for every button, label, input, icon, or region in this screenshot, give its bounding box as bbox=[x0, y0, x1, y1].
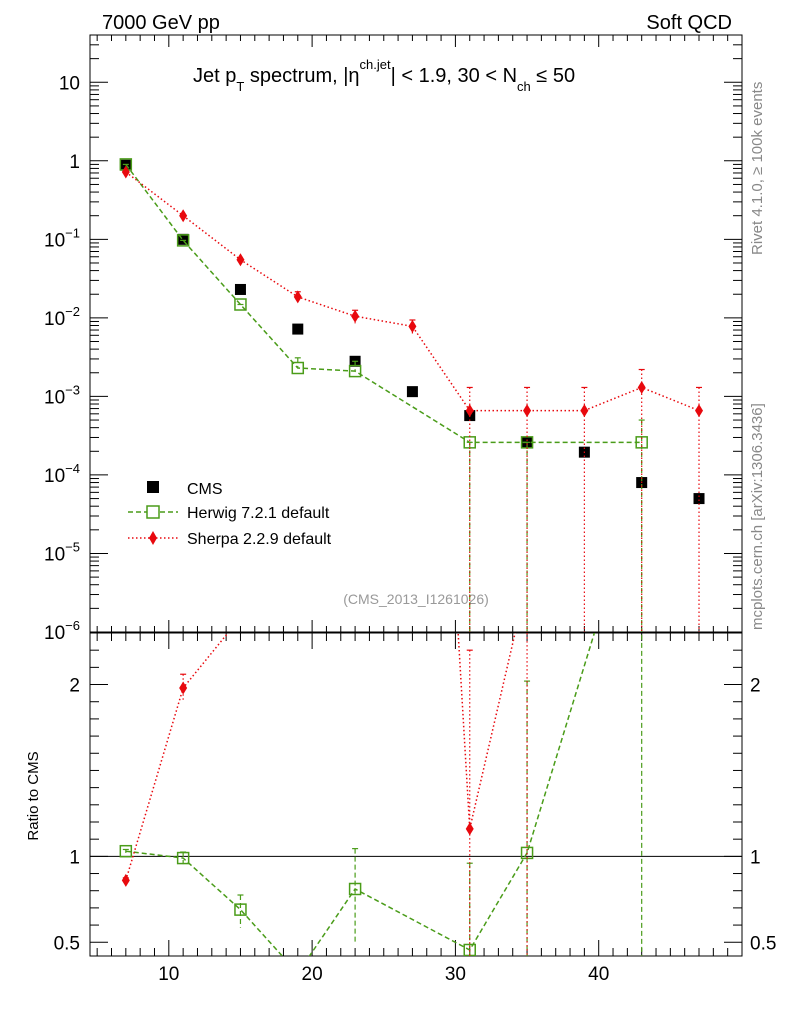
legend-entry-herwig: Herwig 7.2.1 default bbox=[128, 505, 330, 522]
main-y-tick-label: 10−1 bbox=[44, 225, 80, 251]
energy-label: 7000 GeV pp bbox=[102, 12, 220, 34]
ratio-y-tick-label-right: 2 bbox=[750, 676, 761, 697]
main-herwig-point bbox=[291, 361, 305, 375]
ratio-y-tick-label-right: 1 bbox=[750, 847, 761, 868]
main-frame bbox=[89, 34, 743, 633]
main-sherpa-point bbox=[408, 319, 417, 333]
ratio-sherpa-point bbox=[179, 681, 188, 695]
main-sherpa-point bbox=[293, 290, 302, 304]
main-sherpa-line bbox=[125, 171, 700, 412]
ratio-panel: 0.5 0.5 1 1 2 2 10 20 30 40 Ratio to CMS bbox=[25, 386, 777, 985]
main-sherpa-point bbox=[695, 404, 704, 418]
x-tick-label: 40 bbox=[588, 964, 609, 985]
main-herwig-point bbox=[635, 436, 648, 449]
main-y-tick-label: 10−3 bbox=[44, 382, 80, 408]
x-tick-label: 10 bbox=[158, 964, 179, 985]
main-y-tick-label: 10 bbox=[59, 73, 80, 94]
ratio-y-tick-labels: 0.5 0.5 1 1 2 2 bbox=[54, 676, 777, 955]
main-cms-point bbox=[406, 386, 418, 398]
legend-marker-cms bbox=[147, 481, 159, 493]
main-cms-point bbox=[177, 233, 189, 245]
ratio-frame bbox=[89, 632, 743, 957]
ratio-y-tick-label-left: 0.5 bbox=[54, 933, 80, 954]
ratio-herwig-point bbox=[176, 851, 190, 865]
legend-label-sherpa: Sherpa 2.2.9 default bbox=[187, 531, 332, 548]
ratio-herwig-point bbox=[119, 844, 133, 858]
main-herwig-point bbox=[234, 298, 247, 311]
ratio-sherpa-line bbox=[125, 633, 516, 881]
ratio-sherpa-point bbox=[351, 386, 359, 399]
main-sherpa-point bbox=[637, 380, 646, 394]
main-cms-point bbox=[234, 283, 246, 295]
ratio-sherpa-point bbox=[294, 575, 302, 588]
main-herwig-point bbox=[176, 234, 190, 247]
main-axis-ticks bbox=[90, 34, 743, 633]
legend-label-herwig: Herwig 7.2.1 default bbox=[187, 505, 330, 522]
ratio-y-tick-label-right: 0.5 bbox=[750, 933, 776, 954]
legend-marker-sherpa bbox=[149, 531, 157, 545]
main-sherpa-point bbox=[236, 253, 245, 267]
ratio-sherpa-point bbox=[236, 611, 244, 624]
process-label: Soft QCD bbox=[646, 12, 732, 34]
main-sherpa-point bbox=[179, 209, 188, 223]
ratio-data bbox=[119, 386, 643, 956]
ratio-sherpa-point bbox=[121, 873, 130, 887]
main-data bbox=[119, 158, 705, 632]
rivet-version-label: Rivet 4.1.0, ≥ 100k events bbox=[749, 82, 766, 255]
main-herwig-point bbox=[348, 364, 362, 378]
main-sherpa-point bbox=[351, 309, 360, 323]
x-tick-labels: 10 20 30 40 bbox=[158, 964, 609, 985]
x-tick-label: 30 bbox=[445, 964, 466, 985]
legend: CMS Herwig 7.2.1 default Sherpa 2.2.9 de… bbox=[128, 481, 332, 548]
main-y-tick-label: 10−6 bbox=[44, 618, 80, 644]
mcplots-reference-label: mcplots.cern.ch [arXiv:1306.3436] bbox=[749, 403, 766, 630]
ratio-sherpa-point bbox=[465, 822, 474, 836]
ratio-herwig-point bbox=[348, 882, 362, 896]
main-panel: 10 1 10−1 10−2 10−3 10−4 10−5 10−6 Jet pT spect… bbox=[44, 34, 743, 644]
main-sherpa-point bbox=[465, 404, 474, 418]
main-cms-point bbox=[292, 323, 304, 335]
ratio-herwig-point bbox=[234, 903, 247, 916]
legend-entry-cms: CMS bbox=[147, 481, 223, 498]
x-tick-label: 20 bbox=[302, 964, 323, 985]
main-herwig-line bbox=[125, 163, 642, 444]
ratio-y-axis-label: Ratio to CMS bbox=[25, 751, 42, 840]
main-y-tick-label: 1 bbox=[69, 152, 80, 173]
main-y-tick-label: 10−2 bbox=[44, 304, 80, 330]
main-cms-point bbox=[693, 493, 705, 505]
main-y-tick-label: 10−5 bbox=[44, 539, 80, 565]
main-y-tick-labels: 10 1 10−1 10−2 10−3 10−4 10−5 10−6 bbox=[44, 73, 80, 644]
analysis-watermark: (CMS_2013_I1261026) bbox=[343, 591, 489, 607]
main-sherpa-point bbox=[580, 404, 589, 418]
main-sherpa-point bbox=[523, 404, 532, 418]
ratio-y-tick-label-left: 1 bbox=[69, 847, 80, 868]
legend-marker-herwig bbox=[146, 505, 160, 519]
main-y-tick-label: 10−4 bbox=[44, 461, 80, 487]
main-sherpa-point bbox=[121, 165, 130, 179]
ratio-y-tick-label-left: 2 bbox=[69, 676, 80, 697]
ratio-axis-ticks bbox=[90, 632, 743, 956]
ratio-herwig-line bbox=[125, 633, 596, 956]
legend-label-cms: CMS bbox=[187, 481, 223, 498]
legend-entry-sherpa: Sherpa 2.2.9 default bbox=[128, 531, 332, 548]
chart-title: Jet pT spectrum, |ηch.jet| < 1.9, 30 < N… bbox=[193, 57, 575, 94]
